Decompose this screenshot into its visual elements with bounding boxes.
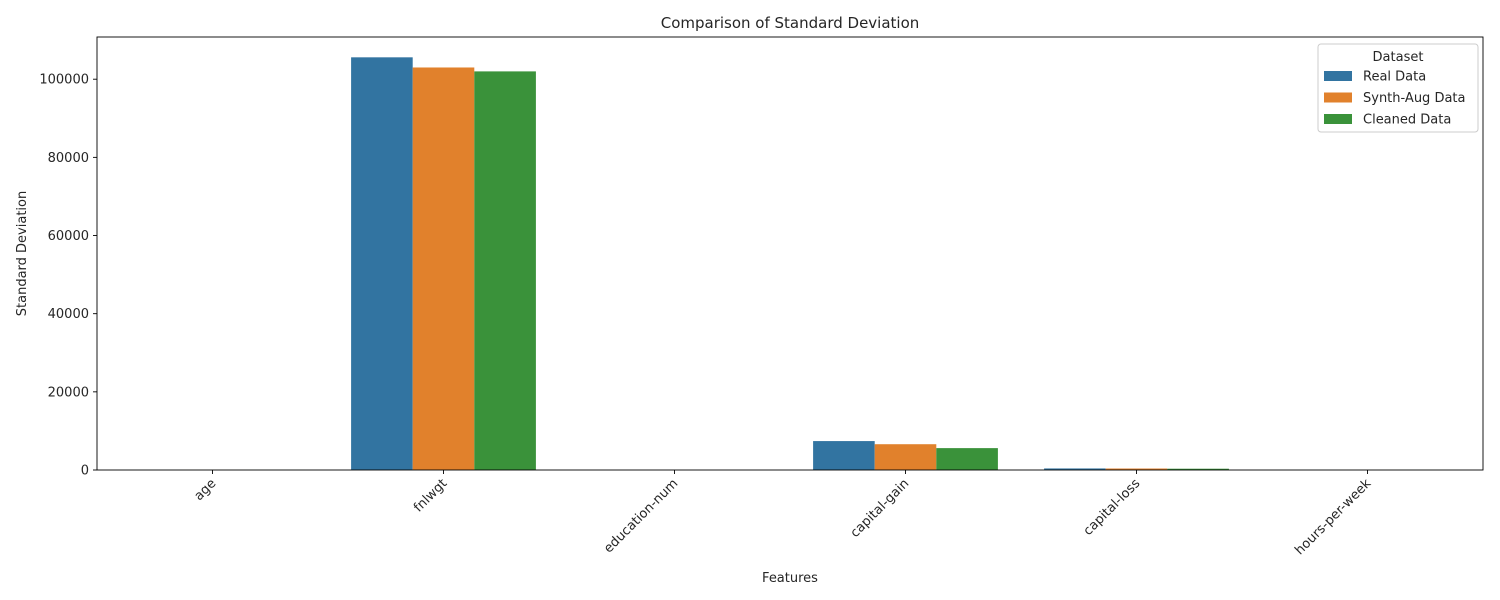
y-tick-label: 60000 xyxy=(48,229,89,244)
bar-synth-aug-data-capital-gain xyxy=(874,444,937,470)
x-tick-label: education-num xyxy=(601,476,681,556)
x-axis: age fnlwgt education-num capital-gain capita… xyxy=(192,470,1375,558)
y-tick-label: 100000 xyxy=(39,73,89,88)
legend-swatch xyxy=(1324,92,1352,103)
legend-title: Dataset xyxy=(1373,50,1424,65)
x-tick-label: fnlwgt xyxy=(411,476,450,515)
bar-cleaned-data-capital-loss xyxy=(1167,468,1229,470)
plot-frame xyxy=(96,36,1484,471)
bar-real-data-capital-loss xyxy=(1044,468,1106,470)
bar-cleaned-data-fnlwgt xyxy=(474,71,536,470)
y-tick-label: 40000 xyxy=(48,307,89,322)
y-tick-label: 80000 xyxy=(48,151,89,166)
legend-label: Synth-Aug Data xyxy=(1363,91,1465,106)
legend-box xyxy=(1317,43,1479,133)
y-axis: 0 20000 40000 60000 80000 100000 xyxy=(39,73,97,479)
legend-label: Real Data xyxy=(1363,70,1426,85)
legend-swatch xyxy=(1324,71,1352,81)
y-tick-label: 0 xyxy=(81,464,89,479)
bar-real-data-capital-gain xyxy=(813,441,875,470)
x-tick-label: hours-per-week xyxy=(1292,476,1374,558)
legend-label: Cleaned Data xyxy=(1363,113,1451,128)
bar-real-data-fnlwgt xyxy=(351,57,413,470)
y-tick-label: 20000 xyxy=(48,385,89,400)
y-axis-label: Standard Deviation xyxy=(15,191,30,316)
x-tick-label: capital-gain xyxy=(848,476,913,541)
bar-synth-aug-data-fnlwgt xyxy=(412,67,475,470)
chart-title: Comparison of Standard Deviation xyxy=(661,14,920,32)
legend-swatch xyxy=(1324,114,1352,124)
bar-synth-aug-data-capital-loss xyxy=(1105,468,1168,470)
legend: Dataset Real Data Synth-Aug Data Cleaned D… xyxy=(1317,43,1479,133)
x-tick-label: age xyxy=(192,476,220,504)
x-tick-label: capital-loss xyxy=(1081,476,1144,539)
bars-group xyxy=(120,57,1460,470)
bar-cleaned-data-capital-gain xyxy=(936,448,998,470)
x-axis-label: Features xyxy=(762,571,818,586)
